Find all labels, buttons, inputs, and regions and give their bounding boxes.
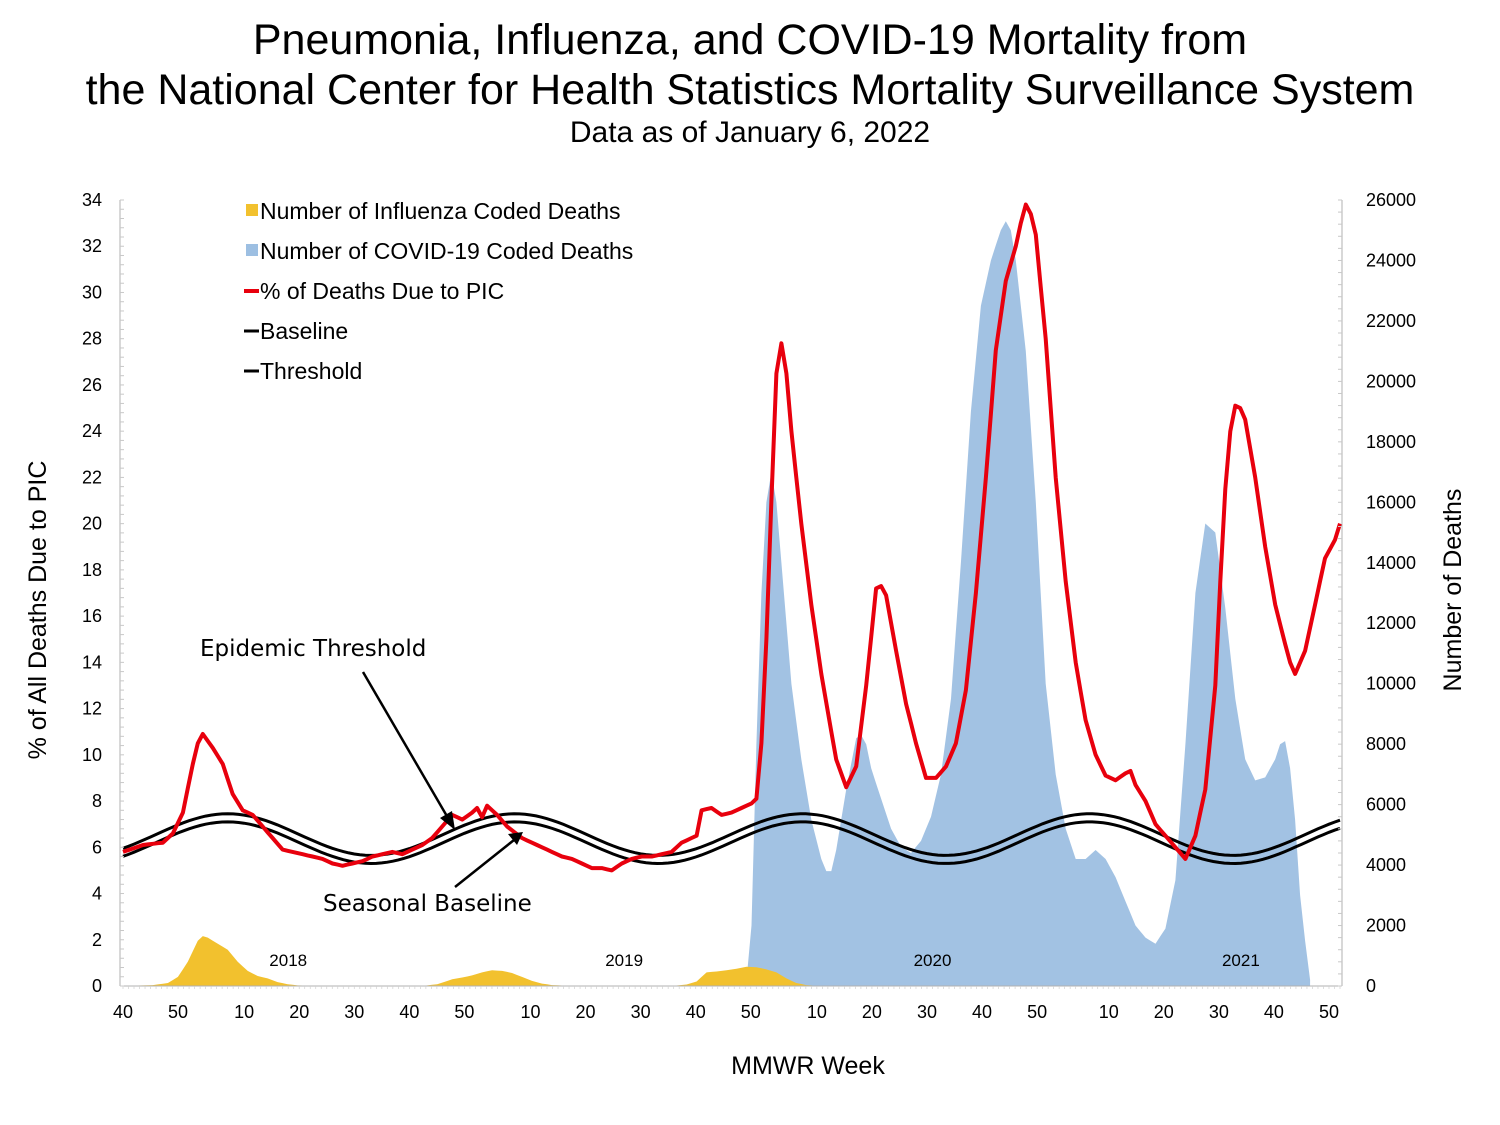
pic-percent-line xyxy=(122,202,1342,873)
y-tick-label: 10 xyxy=(82,745,102,765)
x-tick-label: 10 xyxy=(1099,1002,1119,1022)
x-tick-label: 50 xyxy=(168,1002,188,1022)
year-label: 2020 xyxy=(914,951,952,970)
legend-item-baseline[interactable]: Baseline xyxy=(244,318,348,344)
year-label: 2018 xyxy=(269,951,307,970)
legend-label-pic: % of Deaths Due to PIC xyxy=(260,278,504,304)
annotation-seasonal-baseline: Seasonal Baseline xyxy=(323,891,532,917)
y-tick-label: 14 xyxy=(82,652,102,672)
legend-item-flu[interactable]: Number of Influenza Coded Deaths xyxy=(246,198,621,224)
y2-axis-title: Number of Deaths xyxy=(1439,489,1467,692)
x-tick-label: 20 xyxy=(862,1002,882,1022)
legend-item-pic[interactable]: % of Deaths Due to PIC xyxy=(244,278,504,304)
y2-tick-label: 24000 xyxy=(1366,250,1416,270)
y2-tick-label: 10000 xyxy=(1366,674,1416,694)
x-tick-label: 50 xyxy=(454,1002,474,1022)
y2-tick-label: 4000 xyxy=(1366,855,1406,875)
x-tick-label: 20 xyxy=(1154,1002,1174,1022)
y2-tick-label: 26000 xyxy=(1366,190,1416,210)
x-tick-label: 20 xyxy=(576,1002,596,1022)
y-tick-label: 16 xyxy=(82,606,102,626)
y-tick-label: 12 xyxy=(82,699,102,719)
influenza-deaths-area xyxy=(123,936,1340,986)
threshold-line xyxy=(122,812,1341,857)
y2-tick-label: 8000 xyxy=(1366,734,1406,754)
baseline-line xyxy=(122,820,1341,866)
y-tick-label: 4 xyxy=(92,884,102,904)
annotation-arrowhead-threshold xyxy=(440,811,455,830)
chart-title-line-2: the National Center for Health Statistic… xyxy=(85,66,1415,114)
x-tick-label: 40 xyxy=(113,1002,133,1022)
y2-tick-label: 20000 xyxy=(1366,371,1416,391)
chart-title: Pneumonia, Influenza, and COVID-19 Morta… xyxy=(252,16,1248,64)
legend-swatch-flu xyxy=(246,204,258,216)
x-tick-label: 40 xyxy=(1264,1002,1284,1022)
y-tick-label: 18 xyxy=(82,560,102,580)
x-tick-label: 50 xyxy=(741,1002,761,1022)
y-tick-label: 6 xyxy=(92,837,102,857)
y2-tick-label: 16000 xyxy=(1366,492,1416,512)
legend: Number of Influenza Coded Deaths Number … xyxy=(244,198,633,384)
y-axis-title: % of All Deaths Due to PIC xyxy=(24,461,52,760)
y2-tick-label: 18000 xyxy=(1366,432,1416,452)
legend-label-covid: Number of COVID-19 Coded Deaths xyxy=(260,238,633,264)
y-tick-label: 34 xyxy=(82,190,102,210)
y-tick-label: 0 xyxy=(92,976,102,996)
y-tick-label: 2 xyxy=(92,930,102,950)
y-tick-label: 26 xyxy=(82,375,102,395)
x-tick-label: 30 xyxy=(344,1002,364,1022)
year-label: 2021 xyxy=(1222,951,1260,970)
x-tick-label: 40 xyxy=(686,1002,706,1022)
y2-tick-label: 0 xyxy=(1366,976,1376,996)
x-tick-label: 30 xyxy=(631,1002,651,1022)
y-tick-label: 20 xyxy=(82,514,102,534)
year-label: 2019 xyxy=(605,951,643,970)
legend-label-flu: Number of Influenza Coded Deaths xyxy=(260,198,621,224)
covid-deaths-area xyxy=(123,221,1311,986)
x-tick-label: 50 xyxy=(1027,1002,1047,1022)
y2-tick-label: 2000 xyxy=(1366,916,1406,936)
y2-tick-label: 12000 xyxy=(1366,613,1416,633)
x-tick-label: 10 xyxy=(807,1002,827,1022)
y-tick-label: 28 xyxy=(82,329,102,349)
line-series xyxy=(122,202,1342,873)
legend-item-threshold[interactable]: Threshold xyxy=(244,358,362,384)
x-tick-label: 10 xyxy=(234,1002,254,1022)
x-axis-title: MMWR Week xyxy=(731,1052,885,1080)
legend-swatch-covid xyxy=(246,244,258,256)
chart-subtitle: Data as of January 6, 2022 xyxy=(569,116,931,149)
x-tick-label: 50 xyxy=(1319,1002,1339,1022)
annotation-arrow-threshold xyxy=(361,671,450,819)
x-tick-label: 30 xyxy=(917,1002,937,1022)
y2-tick-label: 6000 xyxy=(1366,795,1406,815)
x-tick-label: 40 xyxy=(399,1002,419,1022)
y2-tick-label: 22000 xyxy=(1366,311,1416,331)
legend-item-covid[interactable]: Number of COVID-19 Coded Deaths xyxy=(246,238,633,264)
annotation-arrowhead-baseline xyxy=(508,832,523,845)
legend-label-baseline: Baseline xyxy=(260,318,348,344)
annotation-epidemic-threshold: Epidemic Threshold xyxy=(200,636,426,662)
x-tick-label: 10 xyxy=(520,1002,540,1022)
tick-labels: 0246810121416182022242628303234020004000… xyxy=(82,190,1416,1022)
y-tick-label: 24 xyxy=(82,421,102,441)
legend-label-threshold: Threshold xyxy=(260,358,362,384)
x-tick-label: 40 xyxy=(972,1002,992,1022)
x-tick-label: 20 xyxy=(289,1002,309,1022)
area-series xyxy=(123,221,1340,986)
annotations: Epidemic Threshold Seasonal Baseline xyxy=(200,636,532,917)
y-tick-label: 8 xyxy=(92,791,102,811)
y-tick-label: 30 xyxy=(82,282,102,302)
y-tick-label: 32 xyxy=(82,236,102,256)
axes xyxy=(119,200,1343,987)
annotation-arrow-baseline xyxy=(454,839,515,888)
x-tick-label: 30 xyxy=(1209,1002,1229,1022)
y2-tick-label: 14000 xyxy=(1366,553,1416,573)
y-tick-label: 22 xyxy=(82,467,102,487)
